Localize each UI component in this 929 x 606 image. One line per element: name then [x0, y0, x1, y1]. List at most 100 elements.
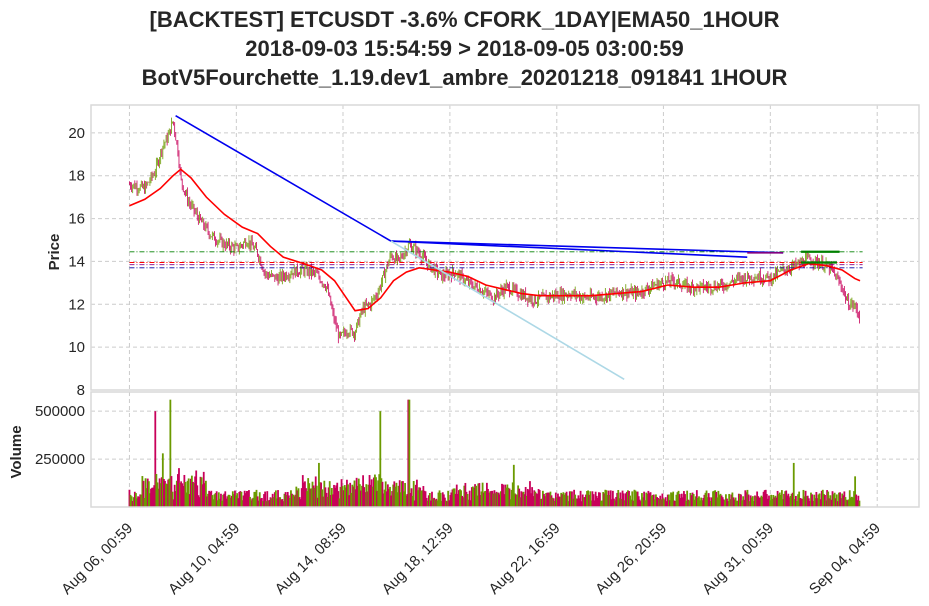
- volume-bar: [253, 491, 256, 507]
- volume-bar: [775, 497, 778, 507]
- volume-bar: [383, 489, 386, 507]
- volume-bar: [795, 495, 797, 507]
- volume-bar: [187, 478, 190, 507]
- volume-bar: [649, 492, 652, 507]
- volume-bar: [464, 482, 467, 507]
- price-plot: [129, 115, 863, 380]
- volume-bar: [268, 500, 271, 507]
- volume-bar: [254, 491, 257, 507]
- volume-bar: [546, 492, 549, 507]
- volume-bar: [792, 462, 795, 507]
- volume-bar: [266, 491, 269, 507]
- volume-bar: [264, 491, 267, 507]
- volume-bar: [472, 486, 474, 507]
- volume-bar: [417, 490, 419, 507]
- ema-line: [129, 168, 861, 312]
- volume-bar: [460, 490, 462, 507]
- price-panel-frame: [90, 104, 920, 391]
- volume-bar: [139, 494, 142, 507]
- volume-bar: [451, 489, 454, 507]
- x-tick-label: Sep 04, 04:59: [806, 520, 884, 598]
- volume-bar: [727, 501, 729, 507]
- volume-bar: [501, 483, 503, 507]
- volume-bar: [619, 492, 622, 507]
- volume-bar: [753, 501, 755, 507]
- volume-bar: [328, 481, 331, 507]
- volume-bar: [214, 493, 217, 507]
- volume-bar: [661, 493, 664, 507]
- volume-bar: [305, 488, 307, 507]
- volume-bar: [426, 500, 429, 507]
- volume-bar: [491, 490, 494, 507]
- x-axis: Aug 06, 00:59 Aug 10, 04:59 Aug 14, 08:59 A…: [58, 520, 884, 598]
- volume-bar: [165, 483, 167, 507]
- volume-bar: [318, 462, 320, 507]
- volume-bar: [344, 487, 347, 507]
- volume-bar: [375, 477, 377, 507]
- volume-bar: [571, 491, 573, 507]
- volume-bar: [407, 399, 410, 507]
- volume-bar: [628, 491, 630, 507]
- volume-bar: [480, 491, 483, 507]
- volume-bar: [812, 500, 815, 507]
- volume-bar: [263, 494, 265, 507]
- volume-bar: [237, 498, 240, 507]
- volume-bar: [168, 478, 171, 507]
- x-tick-label: Aug 26, 20:59: [592, 520, 670, 598]
- volume-bar: [276, 498, 278, 507]
- volume-bar: [510, 489, 513, 507]
- volume-bar: [838, 492, 840, 507]
- volume-bar: [272, 497, 275, 507]
- volume-bar: [193, 483, 195, 507]
- volume-bar: [730, 494, 733, 507]
- title-line-1: [BACKTEST] ETCUSDT -3.6% CFORK_1DAY|EMA5…: [149, 7, 780, 32]
- volume-bar: [705, 490, 708, 507]
- volume-bar: [178, 468, 180, 507]
- volume-bar: [532, 496, 535, 507]
- volume-bar: [477, 483, 480, 507]
- volume-bar: [465, 491, 468, 507]
- volume-bar: [672, 491, 675, 507]
- volume-bar: [474, 484, 476, 507]
- volume-bar: [229, 497, 232, 507]
- volume-bar: [393, 481, 396, 507]
- volume-bar: [434, 499, 437, 507]
- volume-bar: [238, 492, 241, 507]
- volume-bar: [721, 497, 724, 507]
- price-axis-label: Price: [46, 234, 63, 271]
- volume-bar: [784, 491, 787, 507]
- volume-bar: [260, 497, 263, 507]
- volume-bar: [357, 478, 360, 507]
- volume-bar: [763, 490, 766, 507]
- volume-bar: [255, 489, 258, 507]
- volume-bar: [594, 491, 597, 507]
- volume-bar: [135, 493, 137, 507]
- volume-bar: [292, 494, 295, 507]
- volume-bar: [370, 479, 373, 507]
- volume-bar: [804, 490, 807, 507]
- volume-bar: [194, 476, 197, 507]
- volume-bar: [405, 495, 408, 507]
- volume-bar: [712, 491, 714, 507]
- volume-bar: [361, 485, 363, 507]
- volume-bar: [360, 490, 362, 507]
- volume-bar: [388, 488, 390, 507]
- volume-bar: [298, 497, 301, 507]
- volume-bar: [587, 490, 590, 507]
- volume-bar: [368, 475, 371, 507]
- volume-bar: [627, 490, 629, 507]
- volume-bar: [326, 496, 329, 507]
- title-line-3: BotV5Fourchette_1.19.dev1_ambre_20201218…: [141, 65, 788, 90]
- volume-bar: [337, 491, 340, 507]
- volume-bar: [810, 492, 812, 507]
- volume-bar: [499, 491, 502, 507]
- volume-bar: [671, 493, 673, 507]
- volume-bar: [225, 498, 228, 507]
- volume-bar: [341, 486, 344, 507]
- volume-bar: [580, 501, 583, 507]
- volume-bar: [411, 495, 414, 507]
- volume-bar: [241, 500, 244, 507]
- volume-bar: [601, 500, 604, 507]
- volume-bar: [199, 476, 202, 507]
- volume-bar: [772, 495, 775, 507]
